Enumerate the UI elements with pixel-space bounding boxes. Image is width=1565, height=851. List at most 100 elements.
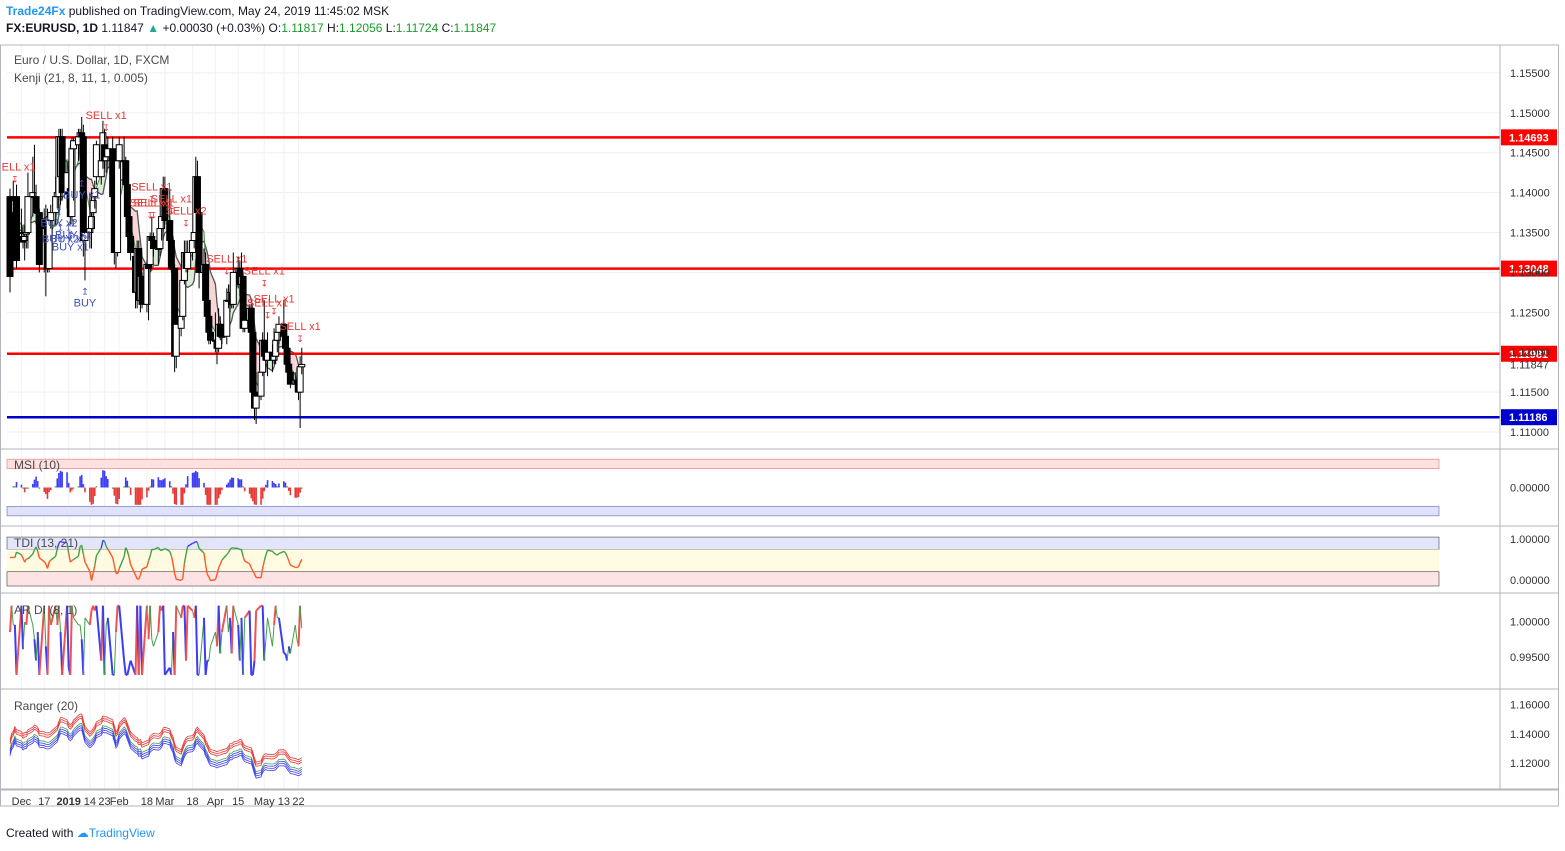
tdi-line	[219, 559, 223, 565]
ardi-line	[173, 605, 178, 675]
tdi-line	[288, 560, 292, 566]
ardi-line	[20, 605, 25, 650]
tdi-line	[187, 542, 193, 547]
sell-signal-label: SELL x2	[165, 206, 206, 218]
time-tick-label: 13	[278, 796, 290, 808]
sell-arrow-icon: ↧	[146, 211, 154, 221]
ardi-line	[46, 605, 51, 675]
tdi-line	[125, 547, 128, 552]
tdi-line	[116, 568, 120, 574]
ardi-line	[139, 605, 144, 675]
ranger-band-line	[9, 715, 303, 765]
buy-arrow-icon: ↥	[81, 286, 89, 296]
candle-body	[206, 331, 214, 341]
sell-signal-label: SELL x1	[133, 198, 174, 210]
time-tick-label: 15	[232, 796, 244, 808]
sell-signal-label: SELL x1	[244, 265, 285, 277]
created-with-text: Created with	[6, 826, 74, 840]
ardi-line	[275, 605, 278, 618]
pane-tick-label: 0.00000	[1510, 483, 1550, 495]
level-price-tag	[1501, 129, 1557, 146]
tdi-line	[275, 553, 278, 556]
tdi-line	[94, 555, 98, 566]
kenji-legend[interactable]: Kenji (21, 8, 11, 1, 0.005)	[14, 71, 148, 85]
price-tick-label: 1.14000	[1510, 188, 1550, 200]
close-label: C:	[441, 21, 454, 35]
tradingview-link[interactable]: TradingView	[88, 826, 155, 840]
tdi-line	[14, 551, 18, 558]
tdi-line	[180, 577, 184, 581]
sell-arrow-icon: ↧	[102, 123, 110, 133]
sell-signal-label: SELL x1	[0, 162, 35, 174]
tdi-line	[84, 561, 91, 572]
tdi-line	[60, 540, 63, 543]
buy-signal-label: BUY x2	[40, 218, 77, 230]
sell-arrow-icon: ↧	[223, 266, 231, 276]
tdi-line	[157, 547, 161, 551]
tdi-line	[113, 565, 117, 574]
current-price-label: 1.11847	[1510, 359, 1549, 371]
time-tick-label: 22	[292, 796, 304, 808]
tdi-line	[43, 561, 47, 565]
ardi-line	[194, 605, 199, 675]
sell-arrow-icon: ↧	[264, 310, 272, 320]
buy-signal-label: BUY x2	[50, 234, 87, 246]
tdi-line	[58, 540, 62, 544]
ardi-line	[61, 605, 69, 675]
buy-arrow-icon: ↥	[67, 231, 75, 241]
ardi-legend[interactable]: AR DI (8, 1)	[14, 603, 78, 617]
ardi-line	[217, 605, 222, 654]
ardi-line	[95, 605, 103, 661]
tdi-line	[100, 540, 104, 549]
ranger-band-line	[9, 723, 303, 773]
candle-body	[298, 363, 306, 368]
tdi-line	[198, 547, 205, 554]
tdi-line	[102, 539, 105, 542]
tdi-line	[138, 574, 142, 580]
tdi-line	[146, 560, 150, 568]
sell-arrow-icon: ↧	[148, 195, 156, 205]
ardi-line	[242, 617, 246, 675]
ardi-line	[210, 631, 216, 647]
candle-body	[172, 323, 180, 357]
tdi-line	[103, 540, 107, 547]
symbol-header: FX:EURUSD, 1D 1.11847 ▲ +0.00030 (+0.03%…	[6, 21, 496, 35]
ardi-line	[43, 605, 47, 647]
level-price-label: 1.13048	[1509, 264, 1549, 276]
ardi-line	[58, 605, 62, 633]
sell-signal-label: SELL x1	[130, 198, 171, 210]
candle-body	[127, 236, 135, 253]
tdi-line	[242, 556, 246, 562]
tdi-line	[182, 563, 186, 579]
ardi-line	[297, 605, 302, 647]
ardi-line	[185, 605, 189, 661]
tdi-legend[interactable]: TDI (13, 21)	[14, 536, 79, 550]
ardi-line	[9, 605, 13, 633]
ardi-line	[267, 617, 273, 647]
ardi-line	[114, 605, 119, 633]
ranger-legend[interactable]: Ranger (20)	[14, 699, 79, 713]
pane-tick-label: 1.00000	[1510, 616, 1550, 628]
ardi-line	[69, 605, 73, 675]
tdi-line	[195, 540, 198, 544]
buy-arrow-icon: ↥	[55, 207, 63, 217]
tdi-line	[37, 551, 41, 559]
ardi-line	[106, 617, 114, 675]
signal-labels: SELL x1↧↥BUY x1↥BUY↥BUY x1↥BUY x2↥BUY x2…	[0, 110, 321, 344]
tdi-line	[297, 562, 301, 567]
buy-signal-label: BUY x1	[55, 230, 92, 242]
ardi-line	[25, 605, 29, 626]
msi-legend[interactable]: MSI (10)	[14, 458, 61, 472]
author-link[interactable]: Trade24Fx	[6, 4, 66, 18]
tdi-line	[56, 543, 60, 549]
tdi-line	[226, 552, 229, 556]
tdi-line	[71, 558, 74, 562]
candle-body	[252, 395, 260, 409]
ardi-line	[263, 639, 267, 661]
tdi-line	[107, 548, 114, 558]
tdi-line	[118, 556, 125, 569]
level-price-tag	[1501, 409, 1557, 426]
tdi-line	[169, 551, 173, 556]
ardi-line	[79, 624, 83, 640]
